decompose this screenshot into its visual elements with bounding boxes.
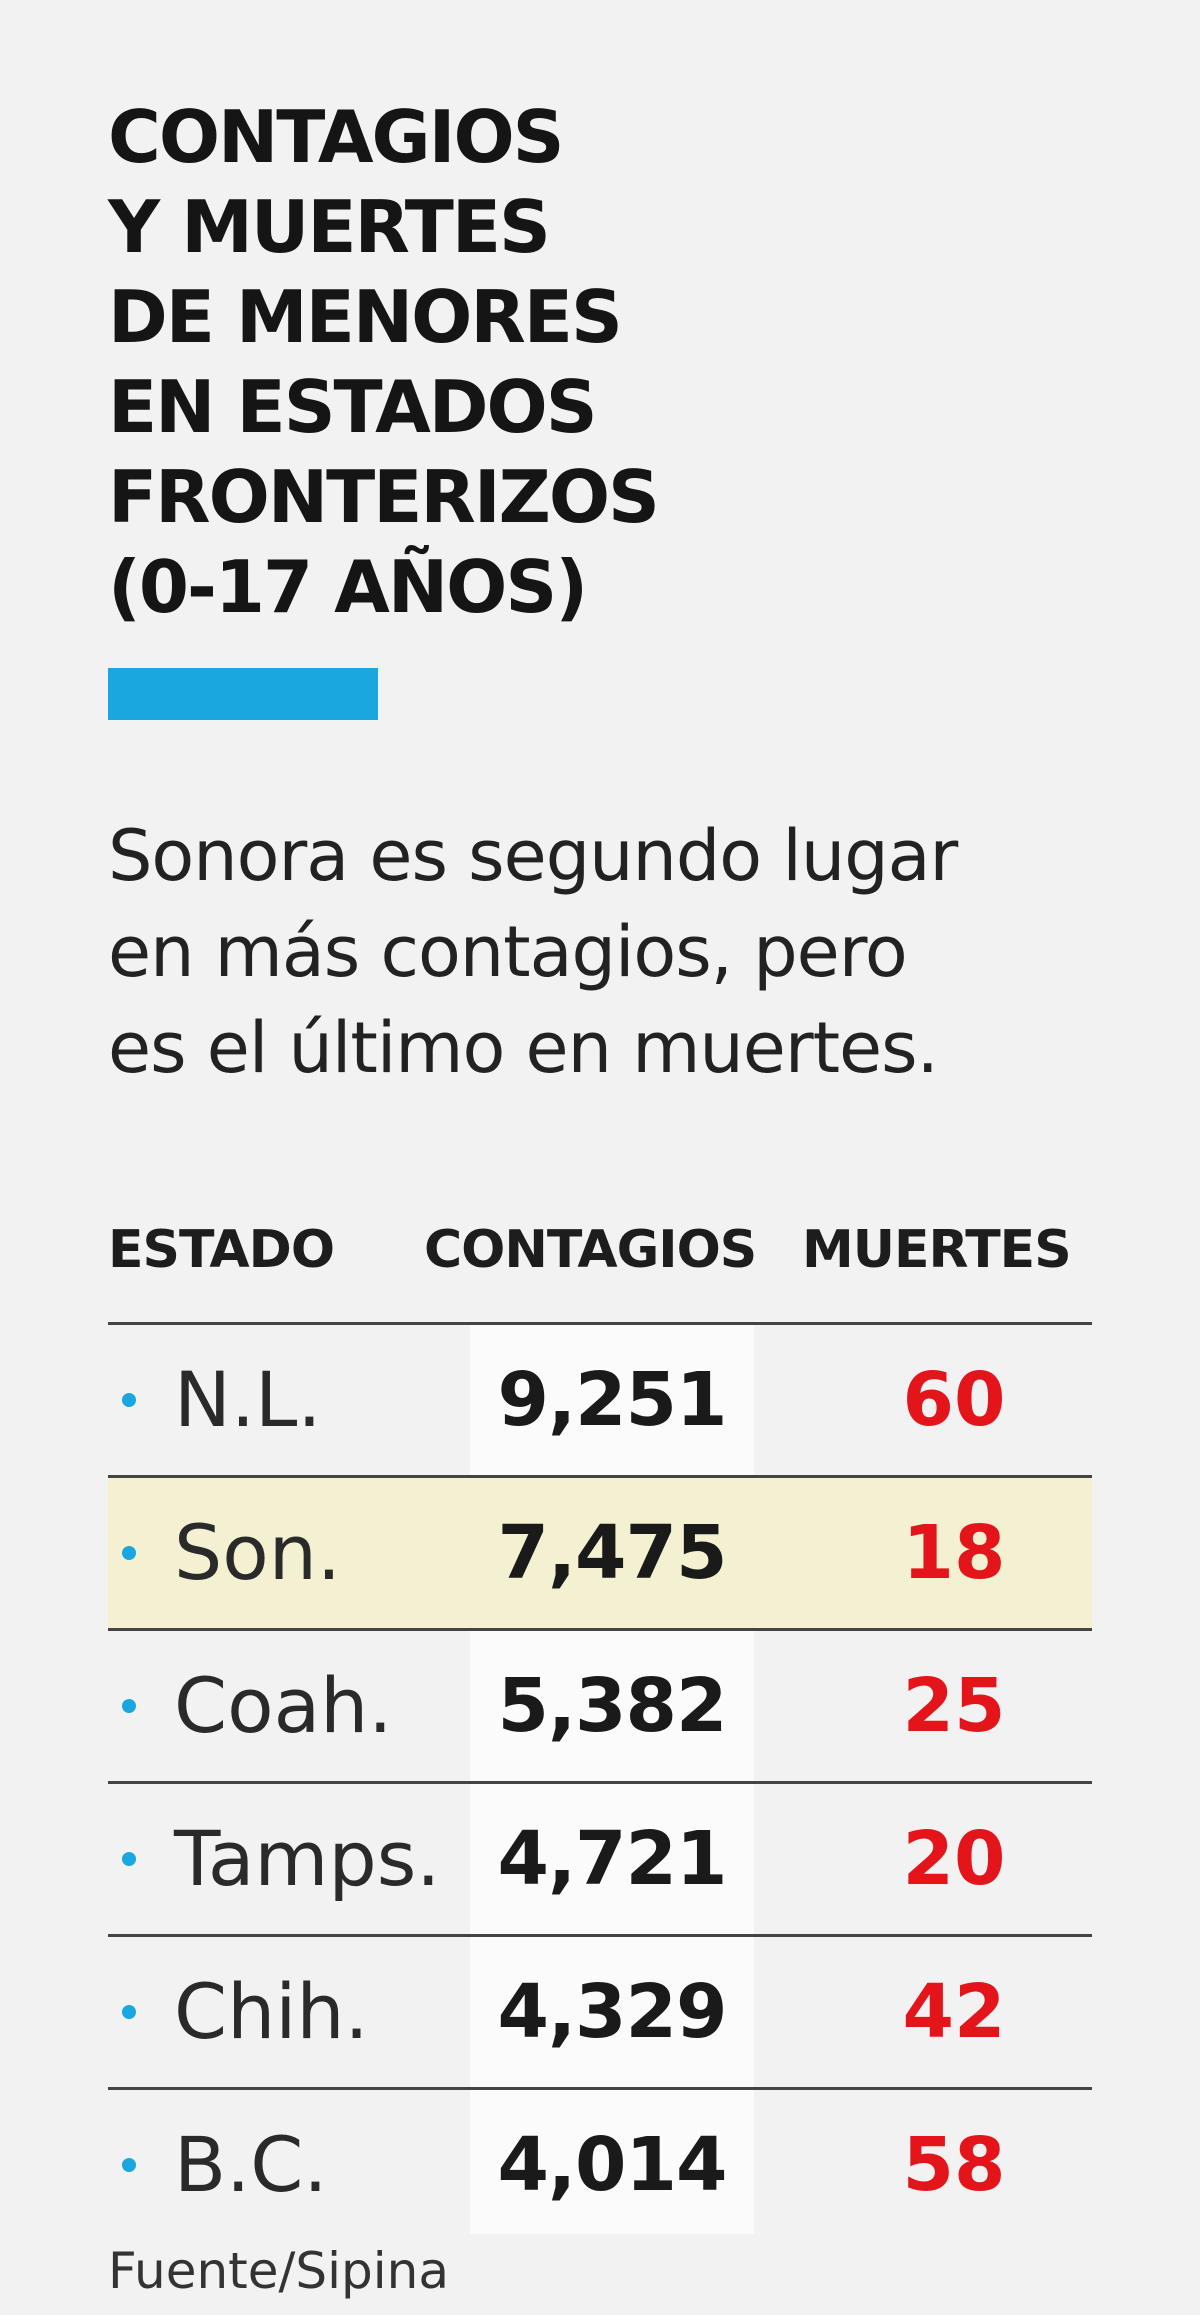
subtitle: Sonora es segundo lugar en más contagios… <box>108 808 1168 1096</box>
title-line: EN ESTADOS <box>108 365 598 449</box>
muertes-value: 58 <box>902 2122 1006 2208</box>
muertes-value: 60 <box>902 1357 1006 1443</box>
contagios-value: 4,721 <box>497 1816 727 1902</box>
column-header-muertes: MUERTES <box>802 1220 1072 1280</box>
state-label: Tamps. <box>174 1814 441 1903</box>
bullet-icon <box>122 1393 136 1407</box>
title-line: Y MUERTES <box>108 185 551 269</box>
column-header-contagios: CONTAGIOS <box>424 1220 757 1280</box>
state-label: Coah. <box>174 1661 393 1750</box>
bullet-icon <box>122 1852 136 1866</box>
table-row: N.L. 9,251 60 <box>108 1322 1092 1475</box>
column-header-estado: ESTADO <box>108 1220 335 1280</box>
contagios-value: 4,329 <box>497 1969 727 2055</box>
bullet-icon <box>122 2158 136 2172</box>
title-line: FRONTERIZOS <box>108 455 660 539</box>
infographic-title: CONTAGIOS Y MUERTES DE MENORES EN ESTADO… <box>108 92 1108 632</box>
source-note: Fuente/Sipina <box>108 2242 449 2300</box>
table-row: B.C. 4,014 58 <box>108 2087 1092 2240</box>
table-row: Tamps. 4,721 20 <box>108 1781 1092 1934</box>
table-header: ESTADO CONTAGIOS MUERTES <box>108 1220 1092 1290</box>
table-row: Son. 7,475 18 <box>108 1475 1092 1628</box>
accent-bar <box>108 668 378 720</box>
muertes-value: 18 <box>902 1510 1006 1596</box>
contagios-value: 7,475 <box>497 1510 727 1596</box>
table-row: Coah. 5,382 25 <box>108 1628 1092 1781</box>
bullet-icon <box>122 1699 136 1713</box>
bullet-icon <box>122 2005 136 2019</box>
state-label: Son. <box>174 1508 342 1597</box>
data-table: N.L. 9,251 60 Son. 7,475 18 Coah. 5,382 25 Tamps.… <box>108 1322 1092 2240</box>
muertes-value: 20 <box>902 1816 1006 1902</box>
state-label: Chih. <box>174 1967 369 2056</box>
subtitle-line: en más contagios, pero <box>108 911 908 993</box>
subtitle-line: Sonora es segundo lugar <box>108 815 958 897</box>
contagios-value: 4,014 <box>497 2122 727 2208</box>
muertes-value: 25 <box>902 1663 1006 1749</box>
muertes-value: 42 <box>902 1969 1006 2055</box>
contagios-value: 5,382 <box>497 1663 727 1749</box>
table-row: Chih. 4,329 42 <box>108 1934 1092 2087</box>
title-line: CONTAGIOS <box>108 95 565 179</box>
title-line: (0-17 AÑOS) <box>108 545 588 629</box>
state-label: B.C. <box>174 2120 328 2209</box>
bullet-icon <box>122 1546 136 1560</box>
title-line: DE MENORES <box>108 275 623 359</box>
contagios-value: 9,251 <box>497 1357 727 1443</box>
subtitle-line: es el último en muertes. <box>108 1007 939 1089</box>
state-label: N.L. <box>174 1355 322 1444</box>
